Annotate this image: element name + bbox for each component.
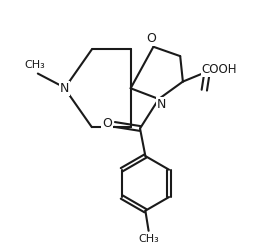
Text: N: N bbox=[60, 82, 69, 95]
Text: CH₃: CH₃ bbox=[139, 234, 159, 244]
Text: O: O bbox=[102, 117, 112, 130]
Text: CH₃: CH₃ bbox=[25, 60, 45, 70]
Text: N: N bbox=[157, 98, 166, 111]
Text: COOH: COOH bbox=[202, 63, 237, 76]
Text: O: O bbox=[146, 32, 156, 45]
